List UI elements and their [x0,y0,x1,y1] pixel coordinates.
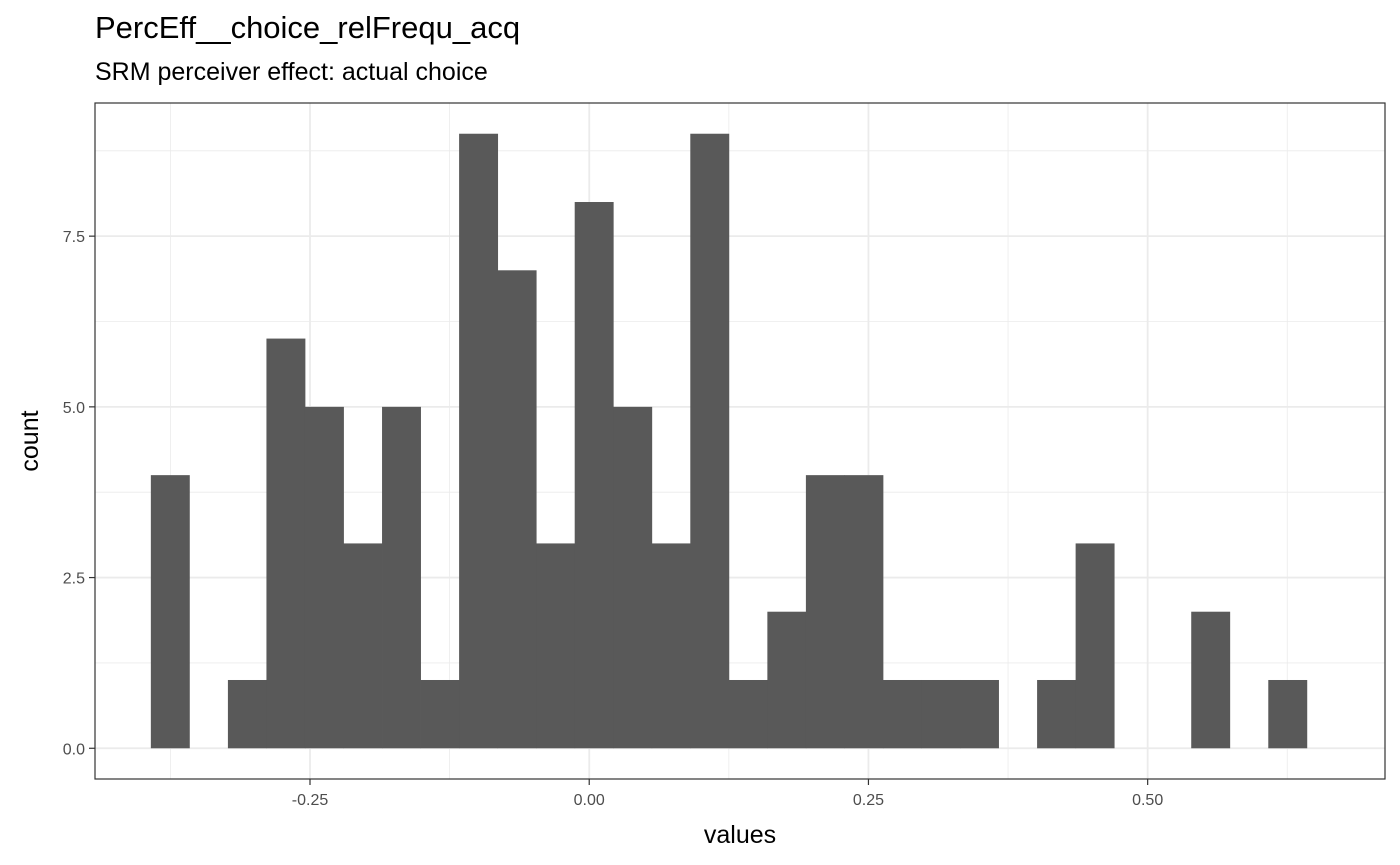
histogram-bar [1268,679,1308,749]
histogram-bar [1037,679,1077,749]
y-tick-label: 7.5 [63,229,85,246]
histogram-bar [960,679,999,749]
histogram-bar [1075,543,1115,749]
histogram-bar [921,679,961,749]
x-tick-label: 0.25 [853,792,884,809]
y-axis-title: count [16,410,44,471]
histogram-bar [651,543,691,749]
y-tick-label: 2.5 [63,571,85,588]
x-tick-label: -0.25 [292,792,329,809]
histogram-bar [266,338,306,749]
plot-panel-border [94,102,1386,780]
histogram-bar [227,679,267,749]
histogram-bar [459,133,499,749]
histogram-bar [497,270,537,749]
histogram-bar [150,475,190,749]
histogram-bar [882,679,922,749]
histogram-bar [1191,611,1231,749]
x-tick-label: 0.50 [1132,792,1163,809]
x-tick-label: 0.00 [574,792,605,809]
chart-subtitle: SRM perceiver effect: actual choice [95,58,488,86]
histogram-bar [574,202,614,749]
histogram-bar [420,679,460,749]
histogram-bar [343,543,383,749]
chart-title: PercEff__choice_relFrequ_acq [95,10,521,45]
histogram-bar [844,475,884,749]
y-axis-ticks: 0.0 2.5 5.0 7.5 [63,229,95,758]
histogram-bars [150,133,1308,749]
x-axis-ticks: -0.25 0.00 0.25 0.50 [292,779,1163,809]
y-tick-label: 5.0 [63,400,85,417]
y-tick-label: 0.0 [63,741,85,758]
histogram-bar [382,406,421,749]
histogram-bar [304,406,344,749]
histogram-bar [613,406,653,749]
x-axis-title: values [704,821,776,849]
histogram-bar [805,475,845,749]
histogram-bar [536,543,576,749]
histogram-bar [767,611,807,749]
histogram-bar [690,133,730,749]
histogram-bar [728,679,768,749]
